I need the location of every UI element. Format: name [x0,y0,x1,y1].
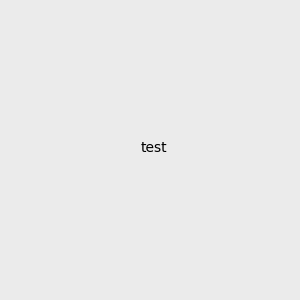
Text: test: test [140,140,167,154]
